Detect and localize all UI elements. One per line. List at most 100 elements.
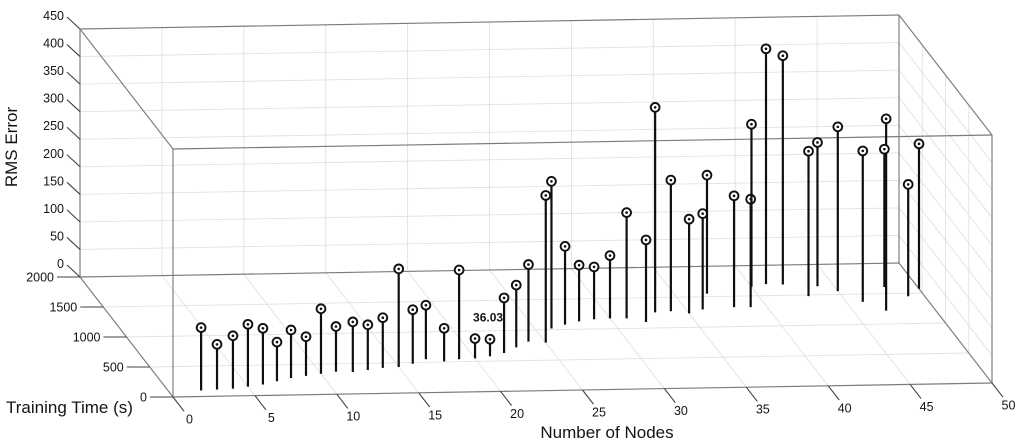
stem — [315, 303, 327, 374]
axes-box-layer — [79, 14, 993, 398]
stem-marker-dot — [199, 326, 203, 329]
box-edge — [898, 262, 993, 384]
stem-marker-dot — [397, 267, 401, 271]
stem-marker-dot — [215, 343, 219, 346]
stem-marker-dot — [625, 211, 628, 214]
z-tick-label: 100 — [43, 202, 64, 216]
box-edge — [79, 28, 174, 150]
stem — [523, 259, 534, 342]
x-tick-mark — [500, 391, 513, 406]
x-tick-label: 5 — [268, 411, 275, 425]
stem-marker-dot — [457, 268, 461, 272]
stem-marker-dot — [351, 320, 355, 324]
x-tick-mark — [254, 395, 267, 411]
stem — [803, 145, 814, 297]
z-tick-mark — [66, 181, 81, 195]
x-tick-mark — [909, 384, 922, 399]
z-tick-label: 450 — [43, 9, 64, 23]
stem-marker-dot — [563, 245, 567, 248]
stem-marker-dot — [705, 173, 709, 177]
z-tick-mark — [66, 237, 81, 250]
stem — [484, 333, 496, 357]
stem-marker-dot — [807, 149, 810, 153]
stem — [195, 322, 207, 391]
stem — [640, 234, 652, 323]
stem — [701, 169, 713, 294]
stem-marker-dot — [304, 335, 308, 339]
stem-marker-dot — [836, 125, 840, 129]
z-tick-label: 400 — [43, 37, 64, 51]
stem — [832, 121, 844, 292]
box-edge — [898, 14, 993, 136]
z-tick-label: 350 — [43, 64, 64, 78]
stem — [760, 43, 772, 285]
stem — [879, 143, 890, 287]
z-tick-label: 300 — [43, 92, 64, 106]
x-tick-label: 20 — [510, 407, 524, 421]
x-tick-label: 40 — [838, 401, 852, 415]
stem-marker-dot — [917, 142, 921, 146]
x-tick-mark — [827, 385, 840, 401]
stem-marker-dot — [261, 327, 265, 330]
stem-marker-dot — [514, 283, 518, 287]
stem — [546, 176, 557, 329]
x-tick-mark — [172, 396, 185, 412]
stem — [362, 319, 374, 370]
stem — [330, 321, 342, 372]
x-tick-mark — [663, 388, 676, 404]
stem — [498, 292, 510, 354]
stem-marker-dot — [411, 308, 415, 312]
z-tick-mark — [66, 16, 81, 30]
stem-marker-dot — [424, 303, 428, 307]
stem-marker-dot — [816, 141, 819, 144]
z-tick-label: 50 — [50, 229, 64, 243]
z-tick-mark — [66, 99, 81, 113]
stem — [683, 213, 695, 314]
stem — [407, 304, 419, 364]
box-edge — [79, 262, 900, 278]
z-tick-mark — [66, 44, 81, 57]
x-tick-label: 35 — [756, 403, 770, 417]
stem-marker-dot — [275, 340, 279, 344]
stems-layer — [195, 43, 925, 391]
stem-marker-dot — [750, 122, 753, 126]
z-tick-mark — [66, 154, 81, 168]
stem — [588, 261, 600, 320]
stem-marker-dot — [246, 323, 250, 326]
stem-marker-dot — [608, 254, 612, 257]
x-tick-mark — [336, 393, 349, 409]
x-tick-label: 30 — [674, 404, 688, 418]
stem-marker-dot — [883, 147, 886, 151]
stem — [453, 264, 465, 360]
y-axis-label: Training Time (s) — [6, 398, 133, 417]
stem — [621, 207, 632, 319]
stem-marker-dot — [906, 183, 910, 186]
y-tick-label: 1500 — [49, 301, 77, 315]
stem-marker-dot — [884, 117, 888, 121]
stem — [300, 331, 312, 376]
stem — [697, 208, 709, 310]
x-tick-label: 15 — [428, 408, 442, 422]
stem — [649, 102, 661, 313]
stem — [559, 241, 571, 325]
y-tick-label: 0 — [140, 391, 147, 405]
stem-marker-dot — [231, 334, 235, 338]
stem-marker-dot — [669, 178, 673, 182]
z-tick-label: 150 — [43, 174, 64, 188]
stem — [510, 279, 522, 348]
stem — [257, 322, 269, 385]
stem — [880, 113, 892, 311]
x-axis-label: Number of Nodes — [540, 423, 673, 442]
stem-marker-dot — [289, 328, 293, 332]
z-tick-label: 250 — [43, 119, 64, 133]
stem-marker-dot — [701, 212, 704, 215]
stem — [540, 190, 552, 343]
stem — [393, 263, 405, 367]
stem-marker-dot — [442, 326, 446, 330]
z-axis-label: RMS Error — [2, 107, 21, 188]
stem — [665, 174, 677, 312]
grid-layer — [79, 16, 993, 396]
stem-marker-dot — [488, 337, 492, 341]
grid-line-y-floor — [103, 292, 923, 308]
